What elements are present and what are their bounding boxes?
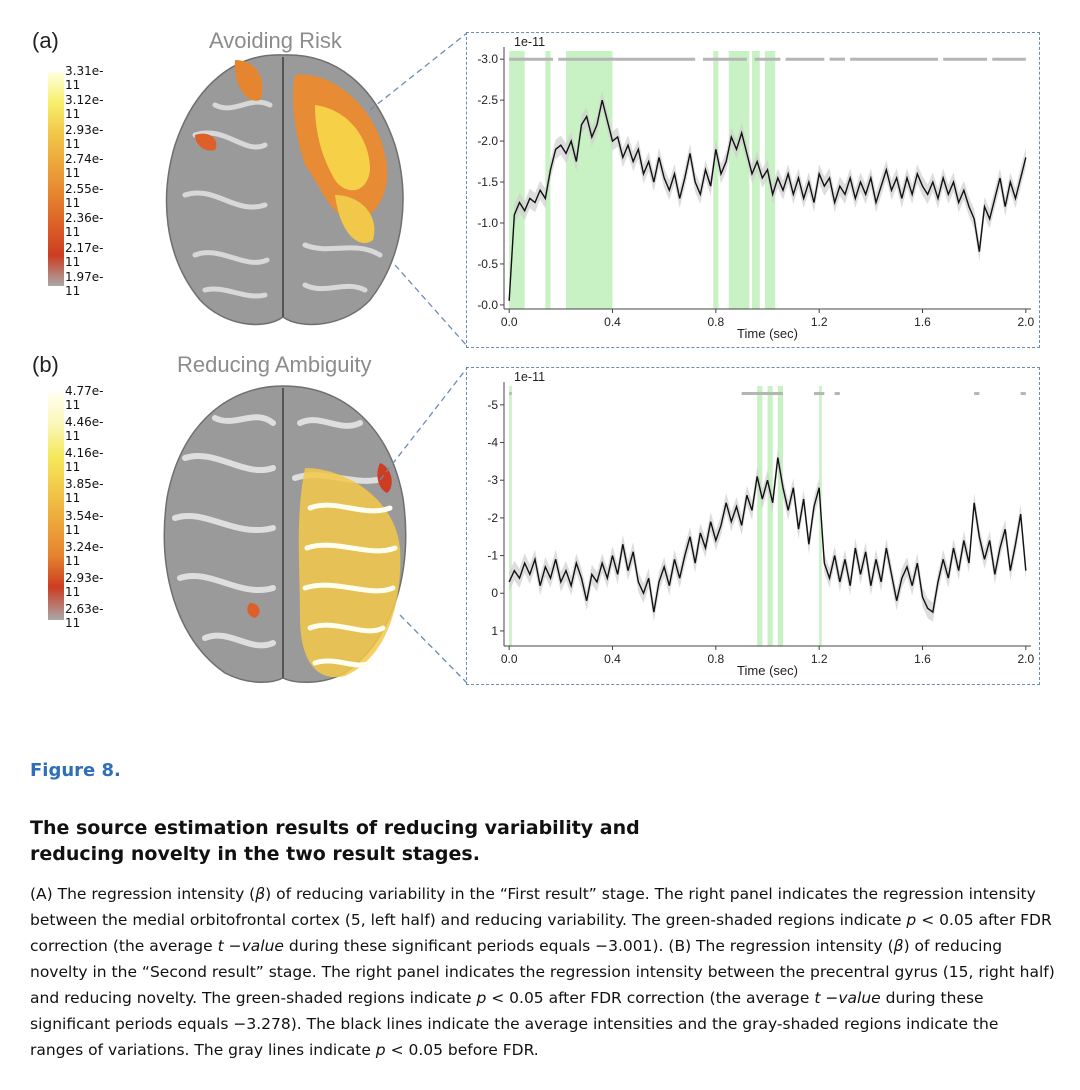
- beta-symbol: β: [893, 937, 904, 955]
- colorbar-tick-label: 3.31e-11: [65, 64, 104, 92]
- x-tick-label: 1.2: [811, 315, 828, 329]
- significance-region: [509, 386, 512, 646]
- variation-band: [509, 90, 1026, 311]
- x-tick-label: 2.0: [1017, 315, 1034, 329]
- x-tick-label: 0.4: [604, 315, 621, 329]
- scale-label: 1e-11: [514, 35, 545, 49]
- caption-text: ) of reducing novelty in the “Second res…: [30, 937, 1055, 1007]
- x-axis-label: Time (sec): [737, 326, 798, 341]
- significance-region: [752, 51, 760, 309]
- caption-text: during these significant periods equals …: [30, 989, 999, 1059]
- caption-text: during these significant periods equals …: [283, 937, 894, 955]
- figure-caption: (A) The regression intensity (β) of redu…: [30, 881, 1055, 1063]
- colorbar-tick-label: 2.55e-11: [65, 181, 104, 210]
- colorbar-gradient: [48, 72, 64, 286]
- colorbar-tick-label: 4.46e-11: [65, 415, 104, 444]
- colorbar-gradient: [48, 392, 64, 620]
- x-tick-label: 0.8: [707, 652, 724, 666]
- p-symbol: p: [375, 1041, 386, 1059]
- mean-line: [508, 457, 1027, 614]
- chart-frame-a: [466, 32, 1040, 348]
- y-tick-label: -2.0: [477, 134, 498, 148]
- mean-line: [508, 99, 1027, 301]
- p-symbol: p: [476, 989, 487, 1007]
- colorbar-tick-label: 1.97e-11: [65, 270, 104, 298]
- colorbar-tick-label: 4.16e-11: [65, 446, 104, 475]
- y-tick-label: -1: [487, 549, 498, 563]
- line-chart-a: -3.0 -2.5 -2.0 -1.5 -1.0 -0.5 -0.00.0 0.4 0.8 1.2…: [477, 35, 1034, 341]
- colorbar-tick-label: 2.36e-11: [65, 211, 104, 240]
- brain-image-a: [165, 54, 404, 326]
- colorbar-tick-label: 3.85e-11: [65, 477, 104, 506]
- y-tick-label: -3.0: [477, 52, 498, 66]
- y-tick-label: -1.0: [477, 216, 498, 230]
- brain-image-b: [163, 385, 407, 684]
- colorbar-tick-label: 2.93e-11: [65, 122, 104, 151]
- y-tick-label: -4: [487, 436, 498, 450]
- y-tick-label: 0: [491, 586, 498, 600]
- caption-text: < 0.05 before FDR.: [385, 1041, 539, 1059]
- x-axis-label: Time (sec): [737, 663, 798, 678]
- significance-region: [728, 51, 750, 309]
- caption-text: ) of reducing variability in the “First …: [30, 885, 1036, 929]
- y-tick-label: 1: [491, 624, 498, 638]
- colorbar-tick-label: 2.17e-11: [65, 240, 104, 269]
- figure-title: The source estimation results of reducin…: [30, 817, 640, 865]
- caption-text: < 0.05 after FDR correction (the average: [486, 989, 815, 1007]
- panel-b-letter: (b): [32, 352, 59, 377]
- colorbar-tick-label: 3.24e-11: [65, 539, 104, 568]
- x-tick-label: 1.2: [811, 652, 828, 666]
- panel-b-title: Reducing Ambiguity: [177, 352, 372, 377]
- scale-label: 1e-11: [514, 370, 545, 384]
- y-tick-label: -0.0: [477, 298, 498, 312]
- line-chart-b: -5 -4 -3 -2 -1 0 10.0 0.4 0.8 1.2 1.6 2.0 Time (sec)…: [487, 370, 1034, 678]
- significance-region: [757, 386, 763, 646]
- y-tick-label: -5: [487, 398, 498, 412]
- colorbar-tick-label: 2.74e-11: [65, 152, 104, 181]
- panel-a-title: Avoiding Risk: [209, 28, 342, 53]
- caption-text: (A) The regression intensity (: [30, 885, 256, 903]
- caption-text: < 0.05 after FDR correction (the average: [30, 911, 1052, 955]
- y-tick-label: -0.5: [477, 257, 498, 271]
- x-tick-label: 1.6: [914, 652, 931, 666]
- y-tick-label: -2: [487, 511, 498, 525]
- significance-region: [767, 386, 773, 646]
- y-tick-label: -1.5: [477, 175, 498, 189]
- x-tick-label: 0.0: [501, 652, 518, 666]
- y-tick-label: -2.5: [477, 93, 498, 107]
- x-tick-label: 2.0: [1017, 652, 1034, 666]
- colorbar-tick-label: 4.77e-11: [65, 384, 104, 412]
- colorbar-tick-label: 3.54e-11: [65, 508, 104, 537]
- p-symbol: p: [906, 911, 917, 929]
- panel-a-letter: (a): [32, 28, 59, 53]
- x-tick-label: 1.6: [914, 315, 931, 329]
- connector-lines-b: [379, 367, 468, 684]
- t-value-symbol: t −value: [814, 989, 881, 1007]
- y-tick-label: -3: [487, 473, 498, 487]
- colorbar-tick-label: 2.63e-11: [65, 602, 104, 630]
- t-value-symbol: t −value: [217, 937, 284, 955]
- significance-region: [566, 51, 613, 309]
- x-tick-label: 0.0: [501, 315, 518, 329]
- beta-symbol: β: [255, 885, 266, 903]
- x-tick-label: 0.4: [604, 652, 621, 666]
- chart-frame-b: [466, 367, 1040, 685]
- x-tick-label: 0.8: [707, 315, 724, 329]
- significance-region: [777, 386, 783, 646]
- colorbar-tick-label: 3.12e-11: [65, 93, 104, 122]
- colorbar-tick-label: 2.93e-11: [65, 570, 104, 599]
- significance-region: [713, 51, 719, 309]
- connector-lines-a: [369, 32, 468, 347]
- figure-label: Figure 8.: [30, 760, 121, 781]
